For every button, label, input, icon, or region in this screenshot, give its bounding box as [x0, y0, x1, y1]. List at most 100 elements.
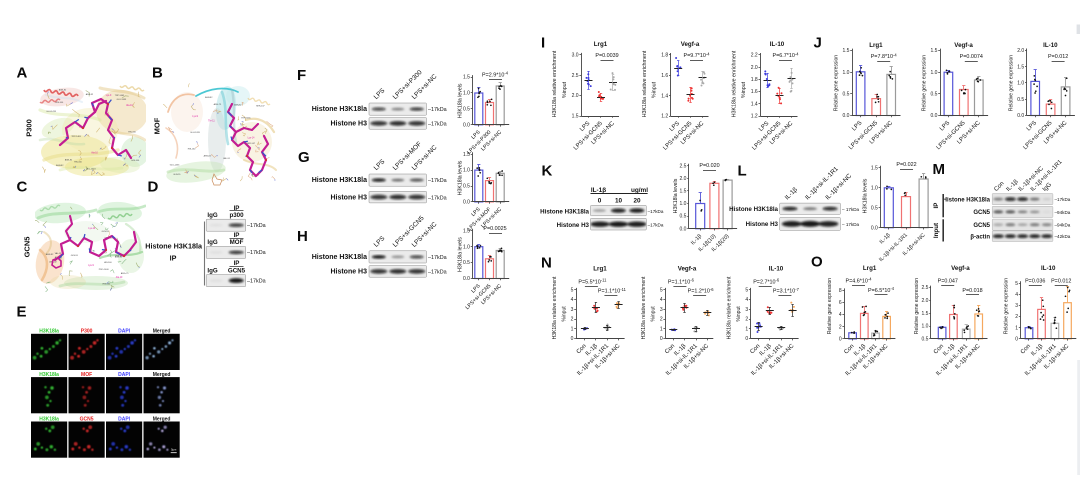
svg-text:8: 8	[839, 288, 842, 294]
svg-text:H3K18la levels: H3K18la levels	[458, 83, 464, 118]
svg-text:P=0.0039: P=0.0039	[595, 53, 618, 59]
svg-text:H3K18la relative enrichment: H3K18la relative enrichment	[642, 50, 648, 117]
svg-text:F: F	[297, 67, 306, 84]
svg-text:PRO-1440: PRO-1440	[99, 269, 110, 271]
svg-text:0.5: 0.5	[921, 336, 928, 342]
svg-text:ASN-82: ASN-82	[65, 159, 73, 162]
svg-text:0: 0	[660, 336, 663, 342]
svg-text:– 17kDa: – 17kDa	[842, 222, 860, 227]
svg-text:Histone H3: Histone H3	[330, 121, 367, 128]
svg-text:–17kDa: –17kDa	[648, 209, 664, 214]
svg-text:IgG: IgG	[207, 239, 217, 246]
svg-text:P=0.018: P=0.018	[962, 288, 982, 294]
svg-text:Lys-9: Lys-9	[192, 116, 198, 118]
svg-text:Lys-14: Lys-14	[88, 228, 96, 230]
svg-text:2.5: 2.5	[921, 285, 928, 291]
svg-text:–17kDa: –17kDa	[428, 107, 447, 113]
svg-text:1.6: 1.6	[751, 89, 758, 95]
svg-text:1.4: 1.4	[661, 93, 668, 99]
svg-text:Relative gene expression: Relative gene expression	[922, 55, 928, 111]
svg-text:0.5: 0.5	[463, 184, 470, 190]
svg-text:ASN-82: ASN-82	[56, 164, 64, 167]
svg-text:1.5: 1.5	[463, 75, 470, 81]
svg-text:HIS-160: HIS-160	[132, 160, 140, 162]
svg-text:Vegf-a: Vegf-a	[681, 41, 700, 48]
svg-text:H3K18la relative enrichment: H3K18la relative enrichment	[731, 50, 737, 117]
svg-text:IgG: IgG	[207, 267, 217, 274]
svg-text:2.0: 2.0	[751, 65, 758, 71]
svg-text:0.0: 0.0	[463, 122, 470, 128]
svg-text:2.0: 2.0	[921, 298, 928, 304]
svg-text:–94kDa: –94kDa	[1055, 210, 1071, 215]
svg-text:2.0: 2.0	[1017, 48, 1024, 54]
svg-text:G: G	[298, 149, 310, 166]
svg-text:1: 1	[1015, 325, 1018, 331]
svg-text:–42kDa: –42kDa	[1055, 234, 1071, 239]
svg-text:0: 0	[598, 197, 602, 204]
svg-text:IP: IP	[234, 232, 240, 239]
svg-text:Ala-10: Ala-10	[91, 152, 98, 155]
svg-text:0.5: 0.5	[871, 205, 878, 211]
svg-text:– 17kDa: – 17kDa	[842, 207, 860, 212]
svg-text:%input: %input	[652, 81, 658, 98]
svg-text:HIS-160: HIS-160	[56, 102, 64, 104]
svg-text:1.5: 1.5	[930, 48, 937, 54]
svg-text:–17kDa: –17kDa	[428, 255, 447, 261]
svg-text:2: 2	[1015, 314, 1018, 320]
svg-text:0: 0	[839, 336, 842, 342]
svg-text:GLU-1433: GLU-1433	[117, 99, 127, 101]
svg-text:P=0.020: P=0.020	[699, 163, 719, 169]
svg-text:D: D	[148, 179, 159, 196]
svg-text:5: 5	[660, 288, 663, 294]
svg-text:L: L	[738, 163, 747, 180]
svg-text:1.2: 1.2	[751, 114, 758, 120]
svg-text:GCN5: GCN5	[80, 416, 94, 422]
svg-text:TRP-1465: TRP-1465	[241, 118, 251, 120]
svg-text:Lys-14: Lys-14	[248, 138, 256, 140]
svg-text:1.0: 1.0	[921, 324, 928, 330]
svg-text:3: 3	[1015, 303, 1018, 309]
svg-text:O: O	[811, 254, 823, 271]
svg-text:3: 3	[660, 307, 663, 313]
svg-text:1.2: 1.2	[661, 114, 668, 120]
svg-text:ASN-82: ASN-82	[204, 155, 212, 158]
svg-text:H3K18la levels: H3K18la levels	[673, 178, 679, 213]
svg-text:H3K18la: H3K18la	[39, 329, 59, 335]
svg-text:2.5: 2.5	[679, 163, 686, 169]
svg-text:–17kDa: –17kDa	[247, 250, 266, 256]
svg-text:K: K	[542, 163, 553, 180]
svg-text:2: 2	[571, 317, 574, 323]
svg-text:2: 2	[660, 317, 663, 323]
svg-text:4: 4	[745, 297, 748, 303]
svg-text:HIS-160: HIS-160	[188, 148, 196, 150]
svg-text:1.6: 1.6	[661, 73, 668, 79]
svg-text:β-actin: β-actin	[970, 234, 990, 240]
svg-text:P=0.012: P=0.012	[1048, 54, 1068, 60]
svg-text:H3K18la relative enrichment: H3K18la relative enrichment	[552, 276, 558, 339]
svg-text:Merged: Merged	[153, 372, 171, 378]
svg-text:Relative gene expression: Relative gene expression	[914, 278, 920, 334]
svg-text:2: 2	[745, 317, 748, 323]
svg-text:Histone H3K18la: Histone H3K18la	[729, 206, 778, 213]
svg-text:GLU-1433: GLU-1433	[86, 169, 96, 171]
svg-text:1.0: 1.0	[871, 185, 878, 191]
svg-text:0.5: 0.5	[930, 91, 937, 97]
svg-text:GLN-55: GLN-55	[71, 255, 79, 257]
svg-text:1.0: 1.0	[679, 201, 686, 207]
svg-text:J: J	[814, 34, 822, 51]
svg-text:1.0: 1.0	[463, 244, 470, 250]
svg-text:IP: IP	[170, 254, 177, 263]
svg-text:Relative gene expression: Relative gene expression	[834, 55, 840, 111]
svg-text:HIS-160: HIS-160	[128, 131, 136, 133]
svg-text:A: A	[17, 65, 28, 82]
svg-text:1: 1	[571, 327, 574, 333]
svg-text:VAL-31: VAL-31	[223, 157, 231, 160]
svg-text:%input: %input	[562, 81, 568, 98]
svg-text:Vegf-a: Vegf-a	[678, 266, 697, 273]
svg-text:1.5: 1.5	[921, 311, 928, 317]
svg-text:ARG-75: ARG-75	[214, 103, 222, 106]
svg-text:ug/ml: ug/ml	[631, 187, 648, 194]
svg-text:5: 5	[745, 288, 748, 294]
svg-text:0.0: 0.0	[842, 113, 849, 119]
svg-text:IgG: IgG	[207, 212, 217, 219]
